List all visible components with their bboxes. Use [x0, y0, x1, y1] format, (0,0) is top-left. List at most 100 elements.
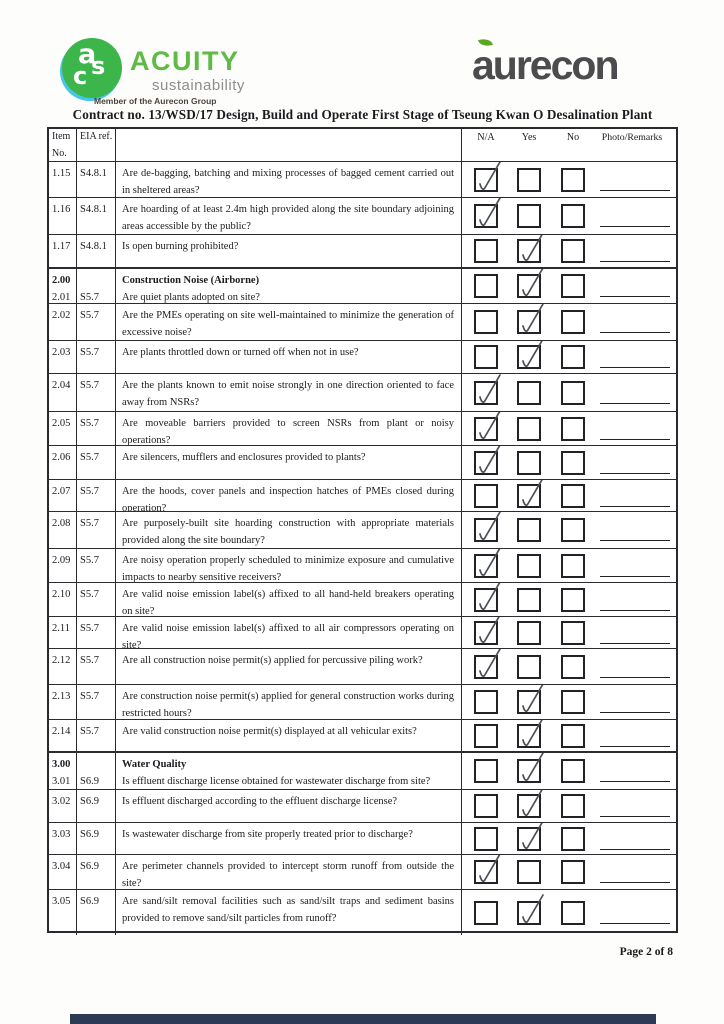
yes-checkbox [517, 269, 544, 298]
eia-ref-cell: S6.9 [77, 753, 116, 789]
question-text: Is effluent discharged according to the … [122, 796, 398, 807]
question-text: Is open burning prohibited? [122, 241, 239, 252]
eia-ref-cell: S4.8.1 [77, 162, 116, 197]
table-header-row: Item No. EIA ref. N/A Yes No Photo/Remar… [49, 129, 676, 162]
question-cell: Construction Noise (Airborne) Are quiet p… [116, 269, 462, 303]
scan-edge-artifact [70, 1014, 656, 1024]
answer-panel [462, 480, 676, 511]
page-number: Page 2 of 8 [619, 946, 673, 958]
checkmark-icon [522, 790, 543, 816]
no-checkbox [561, 483, 585, 508]
answer-panel [462, 446, 676, 479]
yes-checkbox [517, 823, 543, 851]
no-checkbox [561, 204, 585, 228]
question-cell: Are plants throttled down or turned off … [116, 341, 462, 373]
eia-ref-cell: S5.7 [77, 269, 116, 303]
no-checkbox [561, 723, 585, 748]
question-cell: Are moveable barriers provided to screen… [116, 412, 462, 445]
yes-checkbox [517, 304, 544, 334]
header-item-no: Item No. [49, 129, 77, 161]
question-text: Are quiet plants adopted on site? [122, 292, 260, 303]
remarks-line [600, 642, 670, 644]
checkmark-icon [479, 412, 501, 439]
question-cell: Are valid noise emission label(s) affixe… [116, 583, 462, 616]
checkmark-icon [479, 583, 501, 610]
item-no-cell: 3.03 [49, 823, 77, 854]
question-cell: Are perimeter channels provided to inter… [116, 855, 462, 889]
item-no-cell: 2.12 [49, 649, 77, 684]
acuity-logo: a s c ACUITY sustainability Member of th… [60, 36, 400, 106]
no-checkbox [561, 345, 585, 369]
question-text: Are the plants known to emit noise stron… [122, 380, 454, 408]
question-text: Are valid noise emission label(s) affixe… [122, 589, 454, 617]
eia-ref-cell: S6.9 [77, 890, 116, 935]
item-no-cell: 1.17 [49, 235, 77, 267]
question-cell: Are the hoods, cover panels and inspecti… [116, 480, 462, 511]
checklist-row: 2.00 2.01 S5.7 Construction Noise (Airborn… [49, 268, 676, 304]
section-no: 3.00 [52, 759, 71, 770]
header-question-column [116, 129, 462, 161]
no-checkbox [561, 310, 585, 334]
yes-checkbox [517, 167, 541, 192]
remarks-line [600, 189, 670, 191]
header-remarks-label: Photo/Remarks [601, 132, 663, 143]
na-checkbox [474, 274, 498, 298]
no-checkbox [561, 167, 585, 192]
yes-checkbox [517, 654, 541, 679]
question-text: Are sand/silt removal facilities such as… [122, 896, 454, 924]
yes-checkbox [517, 860, 541, 884]
no-checkbox [561, 794, 585, 818]
yes-checkbox [517, 753, 544, 783]
eia-ref-cell: S5.7 [77, 649, 116, 684]
question-text: Are the PMEs operating on site well-main… [122, 310, 454, 338]
checkmark-icon [479, 162, 501, 190]
checklist-row: 2.14 S5.7 Are valid construction noise per… [49, 720, 676, 752]
eia-ref-cell: S4.8.1 [77, 235, 116, 267]
question-text: Are the hoods, cover panels and inspecti… [122, 486, 454, 512]
na-checkbox [474, 649, 501, 679]
na-checkbox [474, 412, 501, 441]
acuity-tagline: sustainability [152, 77, 245, 94]
no-checkbox [561, 380, 585, 405]
checklist-row: 3.04 S6.9 Are perimeter channels provided … [49, 855, 676, 890]
question-text: Are de-bagging, batching and mixing proc… [122, 168, 454, 196]
item-no-cell: 2.05 [49, 412, 77, 445]
item-no-cell: 2.14 [49, 720, 77, 751]
no-checkbox [561, 416, 585, 441]
section-title: Construction Noise (Airborne) [122, 275, 260, 286]
remarks-line [600, 882, 670, 883]
checklist-row: 1.15 S4.8.1 Are de-bagging, batching and m… [49, 162, 676, 198]
item-no-cell: 2.11 [49, 617, 77, 648]
answer-panel [462, 649, 676, 684]
checkmark-icon [479, 198, 501, 226]
eia-ref-cell: S5.7 [77, 583, 116, 616]
checkmark-icon [522, 480, 543, 506]
checklist-row: 3.00 3.01 S6.9 Water Quality Is effluent di… [49, 752, 676, 790]
question-cell: Are the PMEs operating on site well-main… [116, 304, 462, 340]
no-checkbox [561, 654, 585, 679]
answer-panel [462, 823, 676, 854]
no-checkbox [561, 587, 585, 612]
checklist-row: 2.09 S5.7 Are noisy operation properly sch… [49, 549, 676, 583]
question-text: Are construction noise permit(s) applied… [122, 691, 454, 719]
question-text: Are purposely-built site hoarding constr… [122, 518, 454, 546]
item-no-cell: 1.15 [49, 162, 77, 197]
checklist-row: 2.06 S5.7 Are silencers, mufflers and encl… [49, 446, 676, 480]
yes-checkbox [517, 518, 541, 542]
answer-panel [462, 855, 676, 889]
answer-panel [462, 304, 676, 340]
yes-checkbox [517, 620, 541, 645]
no-checkbox [561, 450, 585, 475]
question-text: Are silencers, mufflers and enclosures p… [122, 452, 366, 463]
yes-checkbox [517, 685, 544, 714]
checklist-row: 3.02 S6.9 Is effluent discharged according… [49, 790, 676, 823]
eia-ref-cell: S5.7 [77, 685, 116, 719]
no-checkbox [561, 900, 585, 925]
eia-ref-cell: S5.7 [77, 304, 116, 340]
remarks-line [600, 505, 670, 507]
answer-panel [462, 162, 676, 197]
remarks-line [600, 712, 670, 713]
item-no-cell: 2.07 [49, 480, 77, 511]
checklist-row: 2.08 S5.7 Are purposely-built site hoardin… [49, 512, 676, 549]
eia-ref: S6.9 [80, 776, 99, 787]
